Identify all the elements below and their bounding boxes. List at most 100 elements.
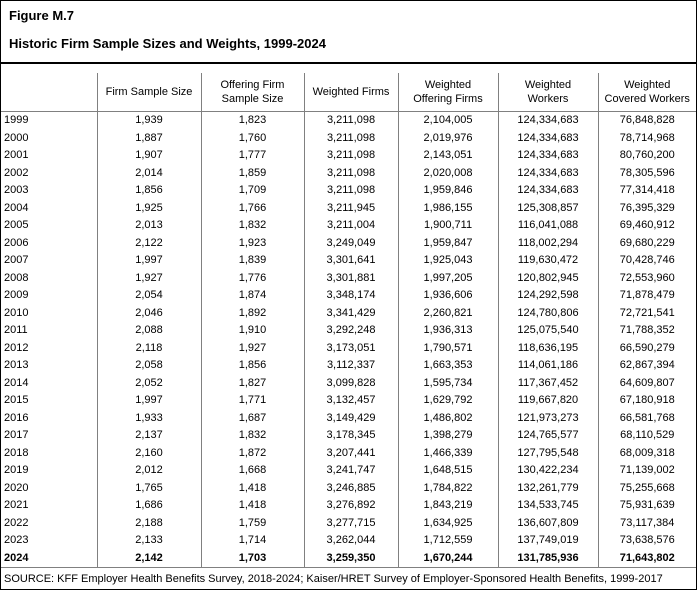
value-cell: 1,648,515 (397, 462, 498, 480)
year-cell: 2009 (4, 289, 29, 301)
value-cell: 66,581,768 (597, 409, 696, 427)
year-cell: 2020 (4, 481, 29, 494)
value-cell: 124,334,683 (497, 129, 598, 147)
value-cell: 1,936,313 (397, 322, 498, 340)
value-cell: 1,714 (200, 532, 304, 550)
year-cell: 2015 (4, 394, 29, 406)
value-cell: 1,900,711 (397, 217, 498, 235)
value-cell: 3,341,429 (303, 304, 398, 322)
value-cell: 3,348,174 (303, 287, 398, 305)
table-row: 2007 1,997 1,839 3,301,641 1,925,043 119,630,… (1, 252, 696, 270)
value-cell: 75,255,668 (597, 479, 696, 497)
value-cell: 2,104,005 (397, 111, 498, 130)
value-cell: 125,075,540 (497, 322, 598, 340)
column-header-offering-firm-sample-size: Offering Firm Sample Size (200, 73, 304, 112)
value-cell: 3,132,457 (303, 392, 398, 410)
value-cell: 116,041,088 (497, 217, 598, 235)
value-cell: 3,211,004 (303, 217, 398, 235)
value-cell: 75,931,639 (597, 497, 696, 515)
table-row: 2014 2,052 1,827 3,099,828 1,595,734 117,367,… (1, 374, 696, 392)
value-cell: 72,553,960 (597, 269, 696, 287)
value-cell: 62,867,394 (597, 357, 696, 375)
year-cell: 2003 (4, 184, 29, 196)
value-cell: 1,703 (200, 549, 304, 568)
value-cell: 118,002,294 (497, 234, 598, 252)
value-cell: 1,709 (200, 182, 304, 200)
value-cell: 2,143,051 (397, 147, 498, 165)
table-row: 2008 1,927 1,776 3,301,881 1,997,205 120,802,… (1, 269, 696, 287)
value-cell: 1,668 (200, 462, 304, 480)
sample-sizes-table: Firm Sample Size Offering Firm Sample Si… (1, 73, 696, 568)
table-row: 2003 1,856 1,709 3,211,098 1,959,846 124,334,… (1, 182, 696, 200)
value-cell: 121,973,273 (497, 409, 598, 427)
value-cell: 2,260,821 (397, 304, 498, 322)
value-cell: 1,925,043 (397, 252, 498, 270)
value-cell: 1,933 (96, 409, 201, 427)
value-cell: 1,843,219 (397, 497, 498, 515)
table-row: 2022 2,188 1,759 3,277,715 1,634,925 136,607,… (1, 514, 696, 532)
value-cell: 1,927 (200, 339, 304, 357)
year-cell: 2021 (4, 499, 29, 511)
value-cell: 114,061,186 (497, 357, 598, 375)
value-cell: 3,211,098 (303, 111, 398, 130)
value-cell: 1,997 (96, 392, 201, 410)
value-cell: 1,872 (200, 444, 304, 462)
value-cell: 1,923 (200, 234, 304, 252)
column-header-weighted-workers: Weighted Workers (497, 73, 598, 112)
value-cell: 2,013 (96, 217, 201, 235)
value-cell: 118,636,195 (497, 339, 598, 357)
value-cell: 3,211,098 (303, 182, 398, 200)
value-cell: 1,856 (96, 182, 201, 200)
table-row: 1999 1,939 1,823 3,211,098 2,104,005 124,334,… (1, 111, 696, 130)
title-block: Figure M.7 Historic Firm Sample Sizes an… (1, 1, 696, 64)
value-cell: 3,178,345 (303, 427, 398, 445)
value-cell: 3,246,885 (303, 479, 398, 497)
value-cell: 3,207,441 (303, 444, 398, 462)
year-cell: 2019 (4, 464, 29, 476)
value-cell: 1,887 (96, 129, 201, 147)
year-cell: 2000 (4, 131, 29, 144)
value-cell: 80,760,200 (597, 147, 696, 165)
value-cell: 130,422,234 (497, 462, 598, 480)
header-row: Firm Sample Size Offering Firm Sample Si… (1, 73, 696, 112)
value-cell: 3,249,049 (303, 234, 398, 252)
value-cell: 1,486,802 (397, 409, 498, 427)
value-cell: 68,009,318 (597, 444, 696, 462)
value-cell: 132,261,779 (497, 479, 598, 497)
value-cell: 78,305,596 (597, 164, 696, 182)
value-cell: 1,874 (200, 287, 304, 305)
column-header-weighted-firms: Weighted Firms (303, 73, 398, 112)
value-cell: 1,832 (200, 427, 304, 445)
value-cell: 124,334,683 (497, 111, 598, 130)
table-row: 2000 1,887 1,760 3,211,098 2,019,976 124,334,… (1, 129, 696, 147)
value-cell: 124,780,806 (497, 304, 598, 322)
value-cell: 124,765,577 (497, 427, 598, 445)
year-cell: 2022 (4, 516, 29, 529)
value-cell: 3,099,828 (303, 374, 398, 392)
value-cell: 119,630,472 (497, 252, 598, 270)
value-cell: 1,765 (96, 479, 201, 497)
table-row: 2024 2,142 1,703 3,259,350 1,670,244 131,785,… (1, 549, 696, 568)
year-cell: 2014 (4, 376, 29, 389)
value-cell: 68,110,529 (597, 427, 696, 445)
year-cell: 2005 (4, 219, 29, 231)
value-cell: 71,878,479 (597, 287, 696, 305)
value-cell: 69,460,912 (597, 217, 696, 235)
value-cell: 2,012 (96, 462, 201, 480)
value-cell: 71,788,352 (597, 322, 696, 340)
year-cell: 2010 (4, 306, 29, 319)
value-cell: 119,667,820 (497, 392, 598, 410)
table-row: 2001 1,907 1,777 3,211,098 2,143,051 124,334,… (1, 147, 696, 165)
table-row: 2018 2,160 1,872 3,207,441 1,466,339 127,795,… (1, 444, 696, 462)
year-cell: 1999 (4, 114, 29, 126)
value-cell: 137,749,019 (497, 532, 598, 550)
value-cell: 76,395,329 (597, 199, 696, 217)
value-cell: 3,211,945 (303, 199, 398, 217)
value-cell: 3,149,429 (303, 409, 398, 427)
value-cell: 1,634,925 (397, 514, 498, 532)
value-cell: 1,939 (96, 111, 201, 130)
column-header-firm-sample-size: Firm Sample Size (96, 73, 201, 112)
value-cell: 2,019,976 (397, 129, 498, 147)
value-cell: 117,367,452 (497, 374, 598, 392)
